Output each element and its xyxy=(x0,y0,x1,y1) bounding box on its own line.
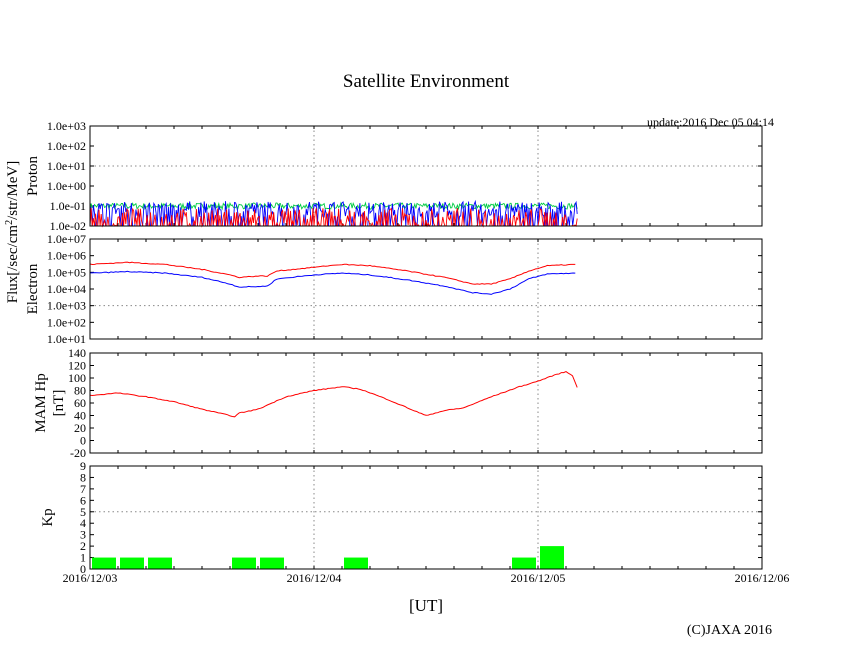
y-tick-label: 3 xyxy=(80,528,86,542)
y-tick-label: 1.0e+02 xyxy=(47,315,86,329)
proton-series-blue xyxy=(89,199,578,227)
y-tick-label: 5 xyxy=(80,505,86,519)
y-tick-label: 20 xyxy=(74,421,86,435)
x-tick-label: 2016/12/03 xyxy=(63,571,118,585)
y-tick-label: 1.0e-02 xyxy=(50,219,86,233)
kp-bar xyxy=(344,557,368,569)
y-tick-label: 1.0e+06 xyxy=(47,249,86,263)
y-tick-label: 80 xyxy=(74,384,86,398)
panel-frame xyxy=(89,238,763,340)
y-tick-label: -20 xyxy=(70,446,86,460)
y-tick-label: 1.0e+01 xyxy=(47,159,86,173)
x-tick-label: 2016/12/04 xyxy=(287,571,342,585)
kp-bar xyxy=(92,557,116,569)
y-tick-label: 140 xyxy=(68,346,86,360)
y-tick-label: 1.0e+03 xyxy=(47,299,86,313)
y-tick-label: 1.0e+02 xyxy=(47,139,86,153)
flux-y-label: Flux[/sec/cm2/str/MeV] xyxy=(4,161,21,304)
y-tick-label: 1 xyxy=(80,551,86,565)
y-axis-label: MAM Hp xyxy=(33,373,49,433)
kp-bar xyxy=(232,557,256,569)
y-tick-label: 2 xyxy=(80,539,86,553)
panel-frame xyxy=(89,465,763,570)
panel-frame xyxy=(89,352,763,454)
x-axis-label: [UT] xyxy=(409,596,443,615)
chart-title: Satellite Environment xyxy=(343,71,510,92)
y-tick-label: 1.0e+05 xyxy=(47,265,86,279)
electron-series-blue xyxy=(90,270,576,295)
y-tick-label: 1.0e-01 xyxy=(50,199,86,213)
panel-frame xyxy=(89,125,763,227)
y-tick-label: 0 xyxy=(80,562,86,576)
y-tick-label: 1.0e+01 xyxy=(47,332,86,346)
y-tick-label: 9 xyxy=(80,459,86,473)
y-tick-label: 1.0e+04 xyxy=(47,282,86,296)
proton-series-green xyxy=(89,201,578,211)
y-tick-label: 120 xyxy=(68,359,86,373)
y-tick-label: 1.0e+07 xyxy=(47,232,86,246)
y-tick-label: 40 xyxy=(74,409,86,423)
mam_hp-series-Hp xyxy=(89,371,578,418)
y-tick-label: 1.0e+00 xyxy=(47,179,86,193)
y-tick-label: 100 xyxy=(68,371,86,385)
kp-bar xyxy=(540,546,564,569)
x-tick-label: 2016/12/05 xyxy=(511,571,566,585)
y-axis-unit: [nT] xyxy=(51,390,67,417)
y-tick-label: 0 xyxy=(80,434,86,448)
kp-bar xyxy=(148,557,172,569)
y-tick-label: 60 xyxy=(74,396,86,410)
y-tick-label: 6 xyxy=(80,493,86,507)
update-timestamp: update:2016 Dec 05 04:14 xyxy=(647,115,774,129)
kp-bar xyxy=(512,557,536,569)
y-axis-label: Proton xyxy=(25,156,41,197)
x-tick-label: 2016/12/06 xyxy=(735,571,790,585)
y-tick-label: 8 xyxy=(80,470,86,484)
y-tick-label: 1.0e+03 xyxy=(47,119,86,133)
y-axis-label: Electron xyxy=(25,263,41,314)
y-tick-label: 7 xyxy=(80,482,86,496)
kp-bar xyxy=(120,557,144,569)
y-axis-label: Kp xyxy=(40,508,56,526)
y-tick-label: 4 xyxy=(80,516,86,530)
copyright: (C)JAXA 2016 xyxy=(687,623,772,638)
electron-series-red xyxy=(89,261,576,285)
kp-bar xyxy=(260,557,284,569)
